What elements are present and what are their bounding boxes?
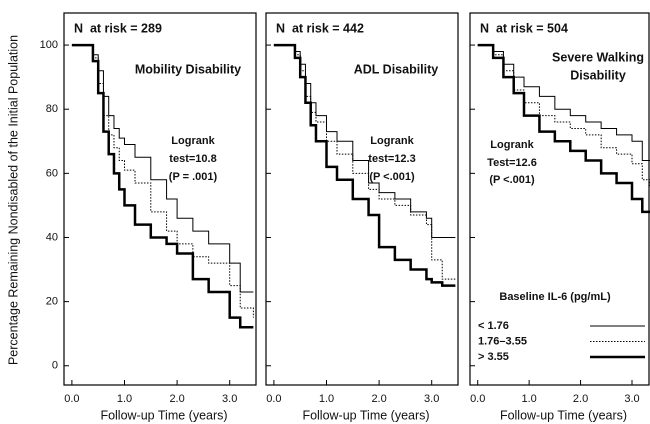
x-tick-label: 0.0 [64, 393, 79, 405]
y-axis-label: Percentage Remaining Nondisabled of the … [6, 35, 20, 365]
panel-subtitle: Disability [570, 68, 626, 82]
x-tick-label: 0.0 [470, 393, 485, 405]
survival-curve [477, 44, 650, 162]
x-tick-label: 2.0 [371, 393, 386, 405]
survival-curve [477, 43, 650, 214]
annotation: (P <.001) [369, 171, 415, 183]
x-tick-label: 1.0 [319, 393, 334, 405]
annotation: Logrank [370, 135, 414, 147]
y-tick-label: 20 [46, 296, 58, 308]
survival-curve [273, 44, 456, 238]
annotation: test=10.8 [169, 153, 216, 165]
panel-title: N at risk = 442 [276, 21, 364, 35]
x-tick-label: 0.0 [266, 393, 281, 405]
x-tick-label: 3.0 [424, 393, 439, 405]
y-tick-label: 60 [46, 167, 58, 179]
x-tick-label: 1.0 [117, 393, 132, 405]
legend-label: < 1.76 [478, 320, 509, 332]
x-tick-label: 1.0 [521, 393, 536, 405]
x-tick-label: 2.0 [169, 393, 184, 405]
panel-subtitle: ADL Disability [354, 62, 439, 76]
plot-frame [265, 12, 459, 386]
panel-subtitle: Severe Walking [552, 50, 644, 64]
panel-title: N at risk = 289 [74, 21, 162, 35]
x-axis-label: Follow-up Time (years) [302, 408, 429, 422]
annotation: (P <.001) [489, 174, 535, 186]
legend-title: Baseline IL-6 (pg/mL) [499, 291, 611, 303]
survival-curve [477, 44, 650, 187]
annotation: (P = .001) [169, 171, 218, 183]
survival-curve [273, 43, 456, 287]
x-tick-label: 3.0 [222, 393, 237, 405]
plot-frame [63, 12, 257, 386]
plot-frame [469, 12, 650, 386]
legend-label: > 3.55 [478, 351, 509, 363]
y-tick-label: 100 [40, 39, 58, 51]
annotation: Test=12.6 [487, 157, 537, 169]
x-tick-label: 2.0 [573, 393, 588, 405]
legend-label: 1.76–3.55 [478, 335, 527, 347]
y-tick-label: 80 [46, 103, 58, 115]
x-tick-label: 3.0 [624, 393, 639, 405]
survival-curve [71, 43, 254, 329]
annotation: test=12.3 [368, 153, 415, 165]
survival-curve [71, 44, 254, 318]
annotation: Logrank [171, 135, 215, 147]
y-tick-label: 0 [52, 360, 58, 372]
annotation: Logrank [490, 139, 534, 151]
survival-curve [273, 44, 456, 280]
panel-subtitle: Mobility Disability [135, 62, 241, 76]
y-tick-label: 40 [46, 231, 58, 243]
survival-curve [71, 44, 254, 293]
x-axis-label: Follow-up Time (years) [500, 408, 627, 422]
panel-title: N at risk = 504 [480, 21, 568, 35]
x-axis-label: Follow-up Time (years) [100, 408, 227, 422]
